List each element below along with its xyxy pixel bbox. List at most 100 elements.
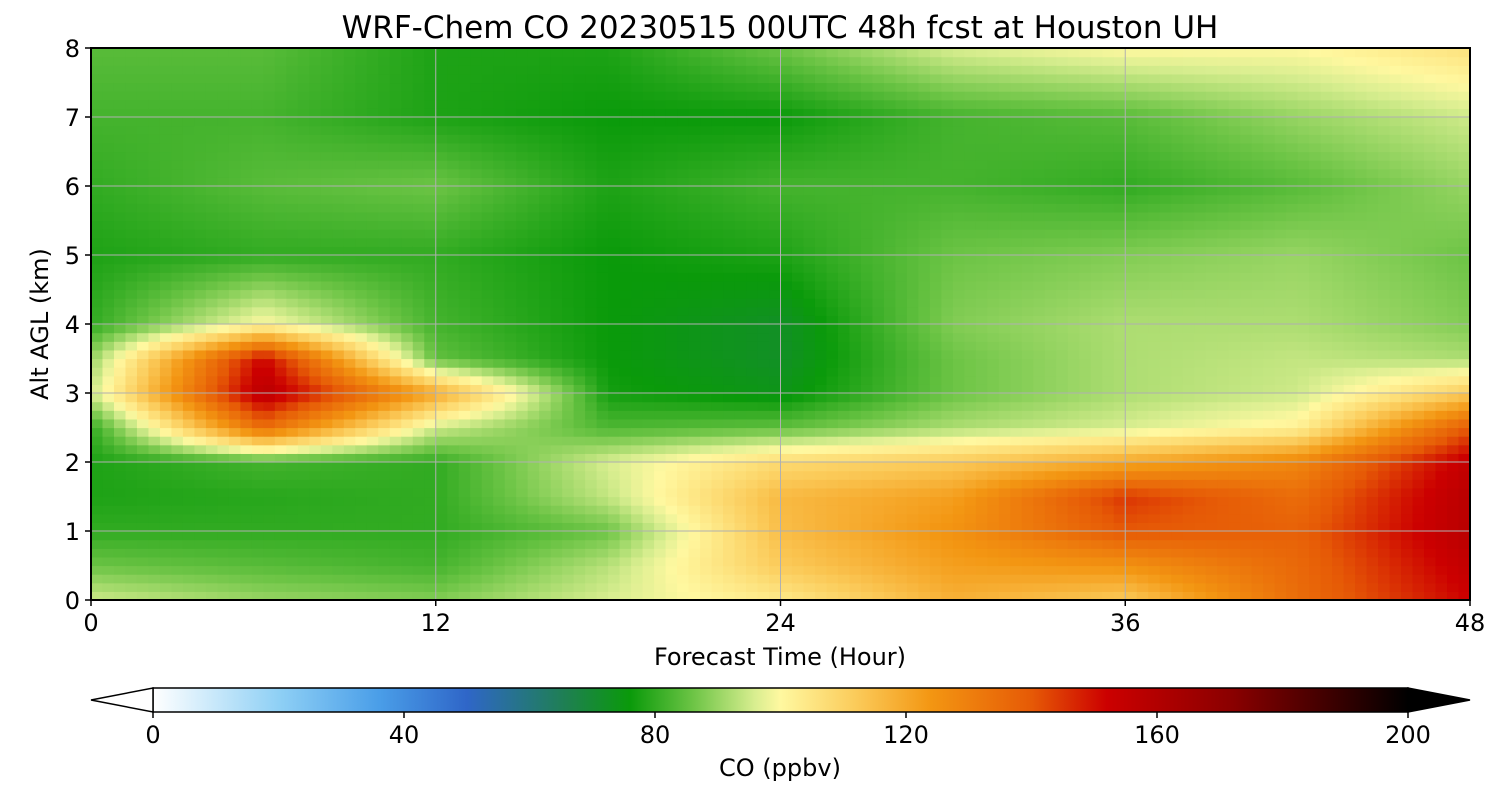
heatmap-cell [516, 556, 529, 567]
heatmap-cell [872, 591, 885, 601]
heatmap-cell [171, 401, 184, 411]
heatmap-cell [102, 108, 115, 118]
heatmap-cell [608, 229, 621, 239]
heatmap-cell [481, 548, 494, 558]
heatmap-cell [964, 237, 977, 247]
heatmap-cell [389, 237, 402, 247]
heatmap-cell [631, 229, 644, 239]
heatmap-cell [205, 246, 219, 256]
heatmap-cell [412, 548, 425, 558]
heatmap-cell [504, 341, 517, 351]
heatmap-cell [412, 255, 425, 265]
heatmap-cell [723, 65, 736, 75]
heatmap-cell [159, 56, 173, 66]
heatmap-cell [608, 531, 621, 541]
heatmap-cell [481, 505, 494, 515]
heatmap-cell [228, 548, 241, 558]
heatmap-cell [424, 410, 437, 420]
heatmap-cell [309, 418, 322, 429]
heatmap-cell [918, 522, 931, 532]
heatmap-cell [631, 168, 644, 178]
heatmap-cell [642, 487, 655, 498]
heatmap-cell [941, 393, 954, 403]
heatmap-cell [355, 56, 368, 66]
heatmap-cell [826, 194, 839, 204]
heatmap-cell [642, 298, 655, 308]
heatmap-cell [458, 341, 471, 351]
heatmap-cell [826, 393, 839, 403]
heatmap-cell [516, 99, 529, 109]
heatmap-cell [573, 73, 586, 84]
heatmap-cell [872, 134, 885, 144]
heatmap-cell [355, 548, 368, 558]
heatmap-cell [91, 289, 104, 299]
heatmap-cell [194, 401, 207, 411]
heatmap-cell [677, 220, 690, 230]
heatmap-cell [401, 134, 414, 144]
heatmap-cell [573, 255, 586, 265]
heatmap-cell [91, 341, 104, 351]
heatmap-cell [837, 470, 851, 480]
heatmap-cell [723, 168, 736, 178]
heatmap-cell [895, 574, 908, 584]
heatmap-cell [803, 91, 816, 101]
heatmap-cell [918, 513, 931, 523]
heatmap-cell [941, 168, 954, 178]
heatmap-cell [412, 142, 425, 153]
heatmap-cell [952, 531, 965, 541]
heatmap-cell [837, 332, 851, 342]
heatmap-cell [251, 255, 264, 265]
heatmap-cell [665, 375, 678, 385]
heatmap-cell [182, 142, 196, 153]
heatmap-cell [171, 315, 184, 325]
heatmap-cell [642, 306, 655, 316]
heatmap-cell [585, 229, 598, 239]
heatmap-cell [447, 548, 460, 558]
heatmap-cell [952, 496, 965, 506]
heatmap-cell [182, 237, 196, 247]
heatmap-cell [251, 574, 264, 584]
heatmap-cell [401, 194, 414, 204]
heatmap-cell [240, 479, 253, 489]
heatmap-cell [516, 479, 529, 489]
heatmap-cell [447, 168, 460, 178]
heatmap-cell [424, 263, 437, 273]
heatmap-cell [665, 211, 678, 222]
heatmap-cell [803, 186, 816, 196]
heatmap-cell [136, 513, 150, 523]
heatmap-cell [240, 487, 253, 498]
heatmap-cell [91, 65, 104, 75]
heatmap-cell [389, 65, 402, 75]
heatmap-cell [791, 272, 805, 282]
heatmap-cell [539, 462, 552, 472]
heatmap-cell [746, 99, 759, 109]
heatmap-cell [447, 418, 460, 429]
heatmap-cell [263, 229, 276, 239]
heatmap-cell [746, 125, 759, 135]
heatmap-cell [677, 315, 690, 325]
heatmap-cell [205, 565, 219, 575]
heatmap-cell [964, 91, 977, 101]
heatmap-cell [608, 375, 621, 385]
heatmap-cell [412, 401, 425, 411]
heatmap-cell [814, 108, 828, 118]
heatmap-cell [136, 332, 150, 342]
heatmap-cell [286, 151, 299, 161]
heatmap-cell [91, 160, 104, 170]
heatmap-cell [734, 393, 747, 403]
heatmap-cell [297, 99, 310, 109]
heatmap-cell [309, 539, 322, 549]
heatmap-cell [539, 73, 552, 84]
heatmap-cell [769, 324, 782, 334]
heatmap-cell [332, 367, 345, 377]
heatmap-cell [734, 306, 747, 316]
heatmap-cell [516, 358, 529, 368]
heatmap-cell [746, 73, 759, 84]
heatmap-cell [136, 65, 150, 75]
heatmap-cell [642, 410, 655, 420]
heatmap-cell [803, 574, 816, 584]
heatmap-cell [470, 582, 483, 592]
heatmap-cell [113, 289, 127, 299]
heatmap-cell [447, 522, 460, 532]
heatmap-cell [860, 117, 874, 127]
